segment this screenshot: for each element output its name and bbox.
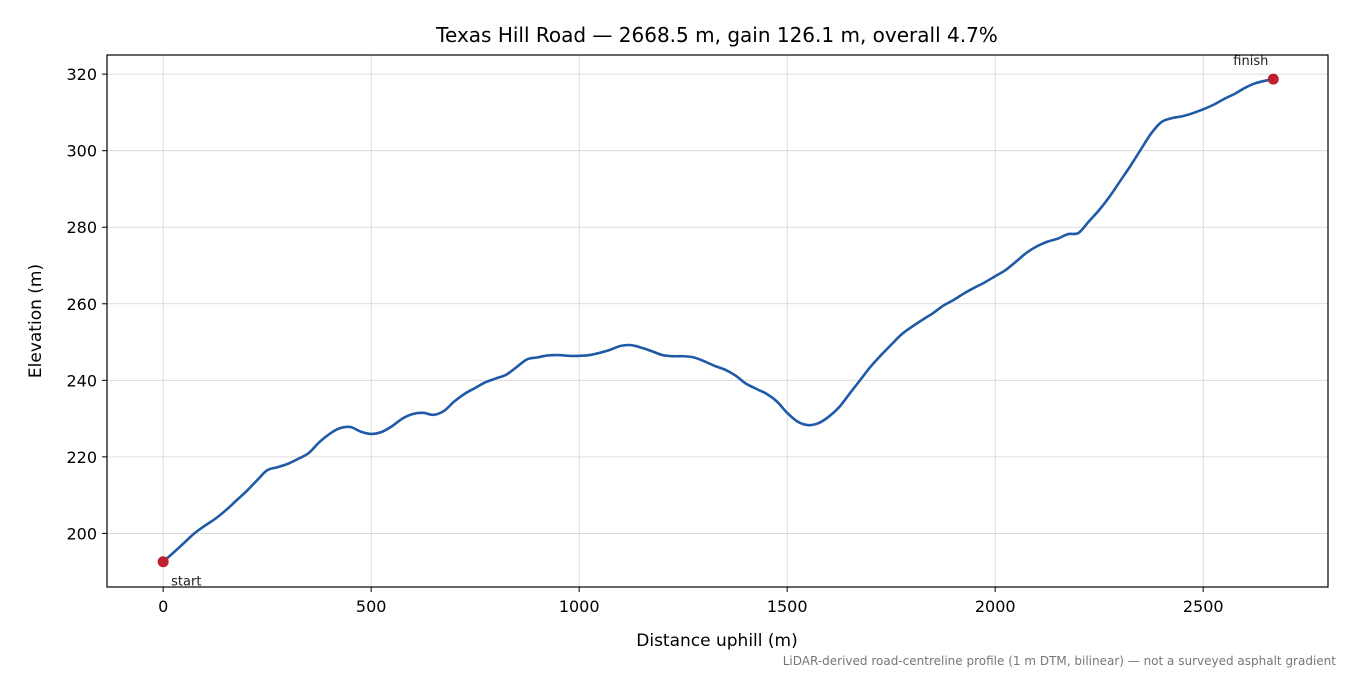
x-axis-label: Distance uphill (m): [636, 631, 797, 651]
x-tick-label: 2000: [975, 597, 1016, 616]
y-axis-label: Elevation (m): [26, 264, 46, 378]
grid: [107, 55, 1328, 587]
endpoint-markers: start finish: [157, 54, 1279, 590]
endpoint-marker: [1267, 73, 1279, 85]
endpoint-marker: [157, 556, 169, 568]
y-tick-label: 240: [66, 371, 97, 390]
axis-ticks: 0 500 1000 1500 2000 2500 200 220 240 260 280 300 32…: [66, 65, 1223, 616]
plot-frame: [106, 54, 1329, 588]
y-tick-label: 220: [66, 448, 97, 467]
x-tick-label: 0: [158, 597, 168, 616]
elevation-line: [162, 77, 1274, 563]
y-tick-label: 320: [66, 65, 97, 84]
y-tick-label: 300: [66, 142, 97, 161]
start-annotation: start: [171, 575, 201, 590]
series-layer: [162, 77, 1274, 563]
finish-annotation: finish: [1233, 54, 1268, 69]
y-tick-label: 260: [66, 295, 97, 314]
x-tick-label: 2500: [1183, 597, 1224, 616]
x-tick-label: 1000: [559, 597, 600, 616]
y-tick-label: 200: [66, 524, 97, 543]
x-tick-label: 500: [356, 597, 387, 616]
chart-title: Texas Hill Road — 2668.5 m, gain 126.1 m…: [435, 23, 998, 47]
y-tick-label: 280: [66, 218, 97, 237]
x-tick-label: 1500: [767, 597, 808, 616]
footnote: LiDAR-derived road-centreline profile (1…: [783, 654, 1337, 668]
